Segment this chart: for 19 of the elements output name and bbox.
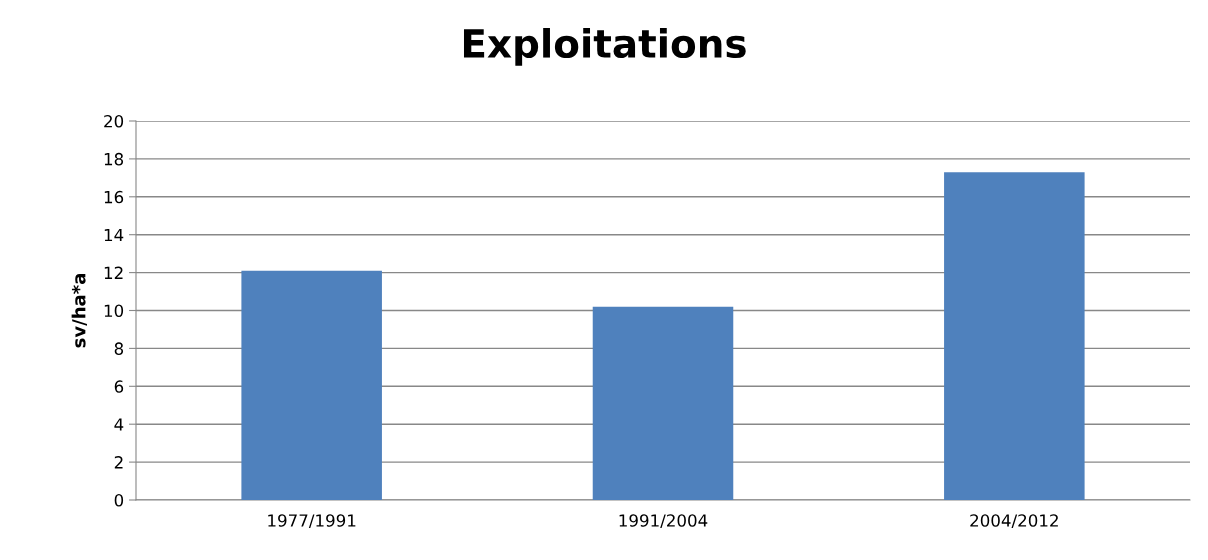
x-tick-label: 1977/1991 (268, 514, 356, 529)
x-tick-label: 1991/2004 (619, 514, 708, 529)
bar (592, 306, 734, 500)
x-tick-label: 2004/2012 (970, 514, 1058, 529)
y-tick-label: 20 (104, 114, 124, 128)
y-tick-label: 8 (114, 342, 124, 355)
y-tick-label: 0 (114, 493, 124, 507)
y-tick-label: 12 (104, 266, 123, 279)
y-tick-label: 6 (114, 380, 124, 393)
y-tick-label: 14 (104, 228, 124, 242)
y-tick-label: 10 (104, 304, 124, 318)
y-tick-label: 16 (104, 190, 124, 204)
chart-title: Exploitations (463, 28, 746, 66)
y-tick-label: 18 (104, 152, 124, 166)
bar (944, 172, 1085, 500)
y-tick-label: 4 (114, 418, 124, 431)
y-axis-title: sv/ha*a (71, 274, 88, 348)
y-tick-label: 2 (114, 456, 123, 469)
bar (241, 270, 382, 500)
